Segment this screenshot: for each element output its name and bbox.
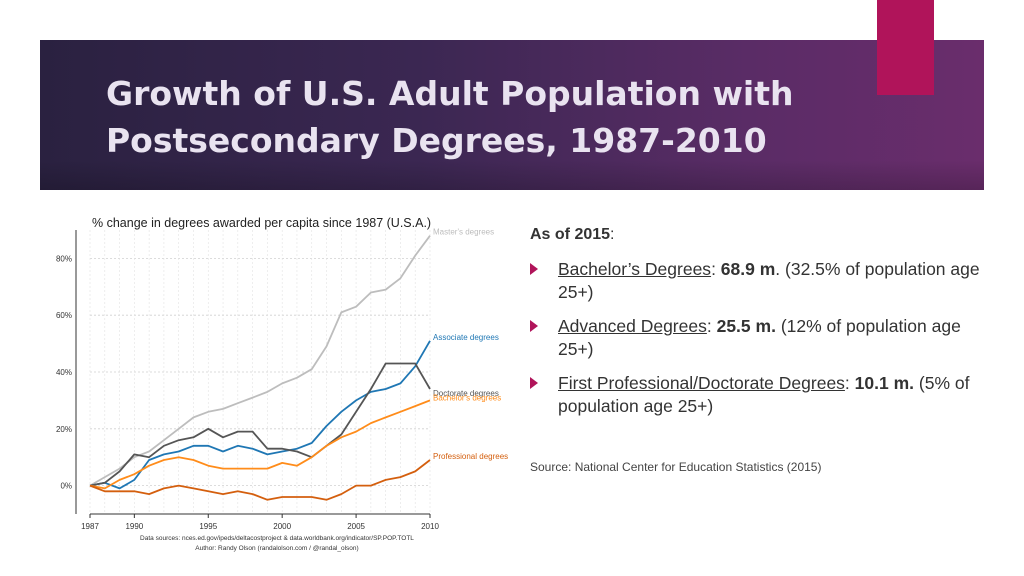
fact-separator: : xyxy=(706,316,717,336)
fact-value: 25.5 m. xyxy=(716,316,776,336)
x-tick-label: 2000 xyxy=(273,522,291,531)
chart-footer-sources: Data sources: nces.ed.gov/ipeds/deltacos… xyxy=(140,535,414,542)
chart-title: % change in degrees awarded per capita s… xyxy=(92,216,431,230)
fact-detail: (5% of population age 25+) xyxy=(558,373,970,416)
series-line-doctorate-degrees xyxy=(89,362,431,487)
y-tick-label: 60% xyxy=(56,311,72,320)
y-tick-label: 20% xyxy=(56,425,72,434)
accent-tab xyxy=(877,0,934,95)
summary-panel: As of 2015: Bachelor’s Degrees: 68.9 m. … xyxy=(530,224,990,429)
bullet-arrow-icon xyxy=(530,320,538,332)
title-banner xyxy=(40,40,984,190)
as-of-label: As of 2015 xyxy=(530,226,611,243)
fact-separator: : xyxy=(711,259,721,279)
bachelors-link[interactable]: Bachelor’s Degrees xyxy=(558,259,712,279)
fact-value: 68.9 m xyxy=(720,259,776,279)
line-chart: % change in degrees awarded per capita s… xyxy=(56,216,508,552)
series-label: Bachelor's degrees xyxy=(433,393,501,402)
fact-detail: (12% of population age 25+) xyxy=(558,316,961,359)
x-tick-label: 1995 xyxy=(199,522,217,531)
series-line-bachelor-s-degrees xyxy=(89,399,431,490)
x-tick-label: 1990 xyxy=(125,522,143,531)
as-of-colon: : xyxy=(610,226,615,243)
professional-link[interactable]: First Professional/Doctorate Degrees xyxy=(558,373,845,393)
fact-value: 10.1 m. xyxy=(854,373,915,393)
x-tick-label: 2005 xyxy=(347,522,365,531)
series-line-master-s-degrees xyxy=(89,235,431,487)
series-line-associate-degrees xyxy=(89,340,431,490)
as-of-heading: As of 2015: xyxy=(530,224,990,246)
slide-title: Growth of U.S. Adult Population with Pos… xyxy=(106,74,794,160)
y-tick-label: 0% xyxy=(60,482,72,491)
series-label: Doctorate degrees xyxy=(433,389,499,398)
series-line-professional-degrees xyxy=(89,459,431,501)
y-tick-label: 40% xyxy=(56,368,72,377)
fact-advanced: Advanced Degrees: 25.5 m. (12% of popula… xyxy=(530,315,990,361)
series-label: Professional degrees xyxy=(433,452,508,461)
source-note: Source: National Center for Education St… xyxy=(530,460,822,474)
series-label: Associate degrees xyxy=(433,333,499,342)
chart-footer-author: Author: Randy Olson (randalolson.com / @… xyxy=(195,545,358,552)
y-tick-label: 80% xyxy=(56,254,72,263)
fact-bachelors: Bachelor’s Degrees: 68.9 m. (32.5% of po… xyxy=(530,258,990,304)
bullet-arrow-icon xyxy=(530,263,538,275)
facts-list: Bachelor’s Degrees: 68.9 m. (32.5% of po… xyxy=(530,258,990,418)
fact-separator: : xyxy=(844,373,855,393)
x-tick-label: 2010 xyxy=(421,522,439,531)
x-tick-label: 1987 xyxy=(81,522,99,531)
fact-professional: First Professional/Doctorate Degrees: 10… xyxy=(530,372,990,418)
bullet-arrow-icon xyxy=(530,377,538,389)
fact-detail: . (32.5% of population age 25+) xyxy=(558,259,980,302)
advanced-link[interactable]: Advanced Degrees xyxy=(558,316,707,336)
series-label: Master's degrees xyxy=(433,228,494,237)
